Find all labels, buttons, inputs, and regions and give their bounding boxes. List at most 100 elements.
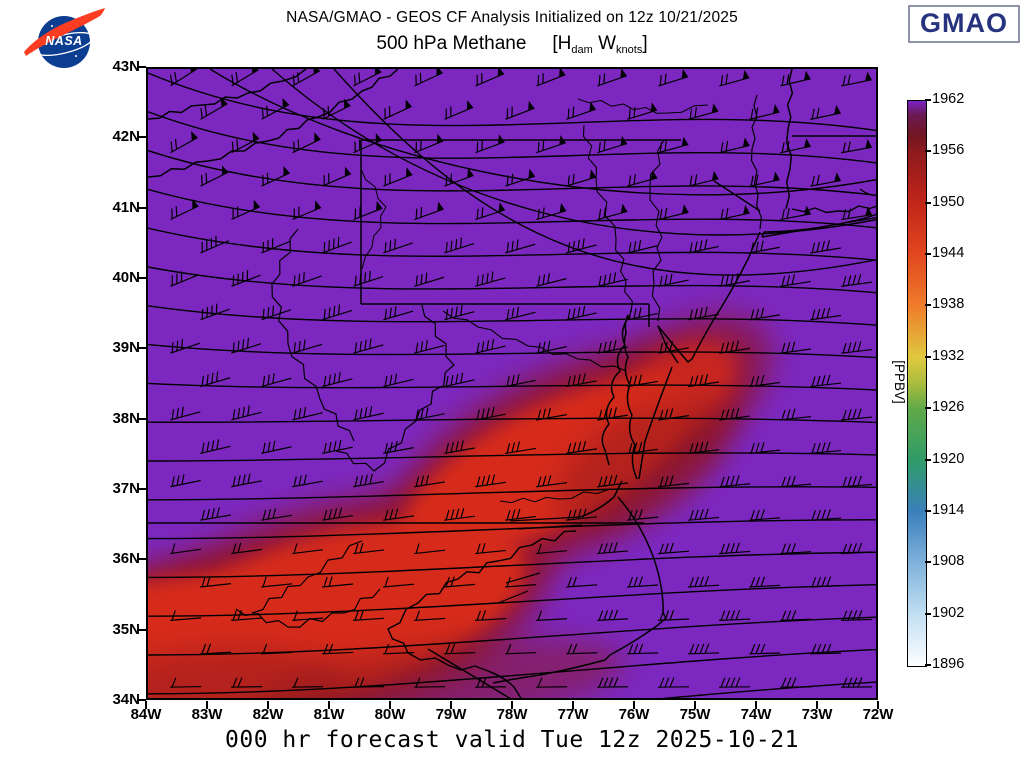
wind-barb	[841, 138, 872, 154]
wind-barb	[200, 371, 231, 388]
wind-barb	[597, 69, 627, 87]
wind-barb	[200, 439, 231, 454]
wind-barb	[414, 69, 443, 87]
chesapeake-bay-east-shore	[623, 314, 638, 480]
y-axis-tick-label: 43N	[112, 58, 140, 75]
wind-barb	[475, 677, 507, 688]
wind-barb	[322, 643, 354, 655]
wind-barb	[688, 306, 719, 321]
x-axis-tick-label: 83W	[191, 706, 223, 723]
nasa-logo: NASA	[12, 4, 116, 76]
x-axis-tick-label: 75W	[679, 706, 711, 723]
y-axis-tick-label: 34N	[112, 691, 140, 708]
wind-barb	[688, 373, 720, 388]
wind-barb	[353, 677, 385, 688]
wind-barb	[566, 101, 596, 120]
potomac-river	[442, 310, 627, 372]
wind-barb	[597, 203, 628, 221]
height-contour	[148, 519, 876, 540]
wind-barb	[597, 677, 629, 688]
y-axis-tick-mark	[137, 558, 146, 561]
wind-barb	[658, 408, 690, 421]
colorbar-tick-mark	[925, 509, 931, 512]
wind-barb	[322, 98, 351, 120]
wind-barb	[688, 508, 720, 521]
wv-va-border	[335, 304, 455, 472]
state-border-nc-sc	[427, 648, 511, 698]
wind-barb	[292, 543, 324, 555]
colorbar-tick-mark	[925, 612, 931, 615]
wind-barb	[597, 609, 629, 621]
colorbar-tick-mark	[925, 355, 931, 358]
wind-barb	[322, 439, 353, 454]
connecticut-coast	[791, 205, 876, 214]
wind-barb	[505, 643, 537, 655]
wind-barb	[780, 205, 811, 221]
wind-barb	[597, 407, 628, 421]
state-border-nj-ny	[713, 180, 761, 212]
wind-barb	[353, 200, 383, 221]
wind-barb	[292, 610, 324, 621]
height-contour	[271, 69, 876, 236]
wind-barb	[505, 306, 536, 321]
x-axis-tick-mark	[389, 701, 391, 709]
wind-barb	[841, 206, 872, 221]
wind-barb	[261, 643, 293, 655]
wind-barb	[414, 610, 446, 621]
x-axis-tick-mark	[145, 701, 147, 709]
wind-barb	[719, 677, 751, 688]
outer-banks-barrier	[492, 496, 667, 684]
wind-barb	[261, 576, 293, 588]
wind-barb	[719, 609, 751, 621]
colorbar-tick-mark	[925, 99, 931, 101]
wind-barb	[383, 306, 414, 321]
wind-barb	[536, 135, 566, 154]
wind-barb	[475, 542, 507, 555]
map-panel	[146, 67, 878, 700]
wind-barb	[292, 474, 323, 488]
wind-barb	[261, 165, 290, 187]
wind-barb	[170, 543, 202, 555]
appalachian-ridge-line	[235, 588, 381, 628]
wind-barb	[444, 305, 475, 321]
wind-barb	[780, 341, 812, 354]
height-units-subscript: dam	[571, 44, 593, 56]
wind-barb	[658, 475, 690, 488]
tn-nc-border	[251, 540, 363, 614]
x-axis-tick-mark	[267, 701, 269, 709]
x-axis-tick-label: 78W	[496, 706, 528, 723]
wind-barb	[169, 69, 198, 87]
colorbar-unit-label: [PPBV]	[892, 360, 907, 404]
wind-barb	[841, 408, 873, 421]
wind-barb	[353, 610, 385, 621]
wind-barb	[810, 374, 842, 388]
wind-barb	[566, 305, 597, 321]
wind-barb	[810, 172, 841, 187]
subtitle-units-bracket: [Hdam Wknots]	[552, 33, 648, 56]
x-axis-tick-mark	[877, 701, 879, 709]
wind-barb	[383, 99, 412, 120]
wind-barb	[719, 475, 751, 488]
y-axis-tick-mark	[137, 66, 146, 68]
wind-barb	[566, 238, 597, 254]
y-axis-tick-mark	[137, 628, 146, 631]
wind-barb	[505, 239, 536, 254]
wind-barb	[475, 69, 505, 87]
wind-barb	[292, 272, 322, 287]
y-axis-tick-label: 42N	[112, 128, 140, 146]
wind-barb	[536, 407, 567, 421]
colorbar-tick-label: 1932	[932, 347, 965, 364]
wind-barb	[749, 104, 780, 120]
colorbar-tick-label: 1914	[932, 501, 965, 518]
wind-barb	[810, 307, 842, 321]
subtitle-variable: 500 hPa Methane	[376, 33, 527, 54]
valid-time-caption: 000 hr forecast valid Tue 12z 2025-10-21	[225, 727, 799, 753]
wind-barb	[505, 508, 537, 521]
wind-barb	[292, 406, 323, 421]
y-axis-tick-mark	[137, 699, 146, 701]
long-island	[761, 213, 876, 238]
wind-barb	[170, 199, 199, 221]
wind-barb	[627, 441, 659, 454]
wind-barb	[658, 677, 690, 688]
colorbar-tick-mark	[925, 561, 931, 564]
